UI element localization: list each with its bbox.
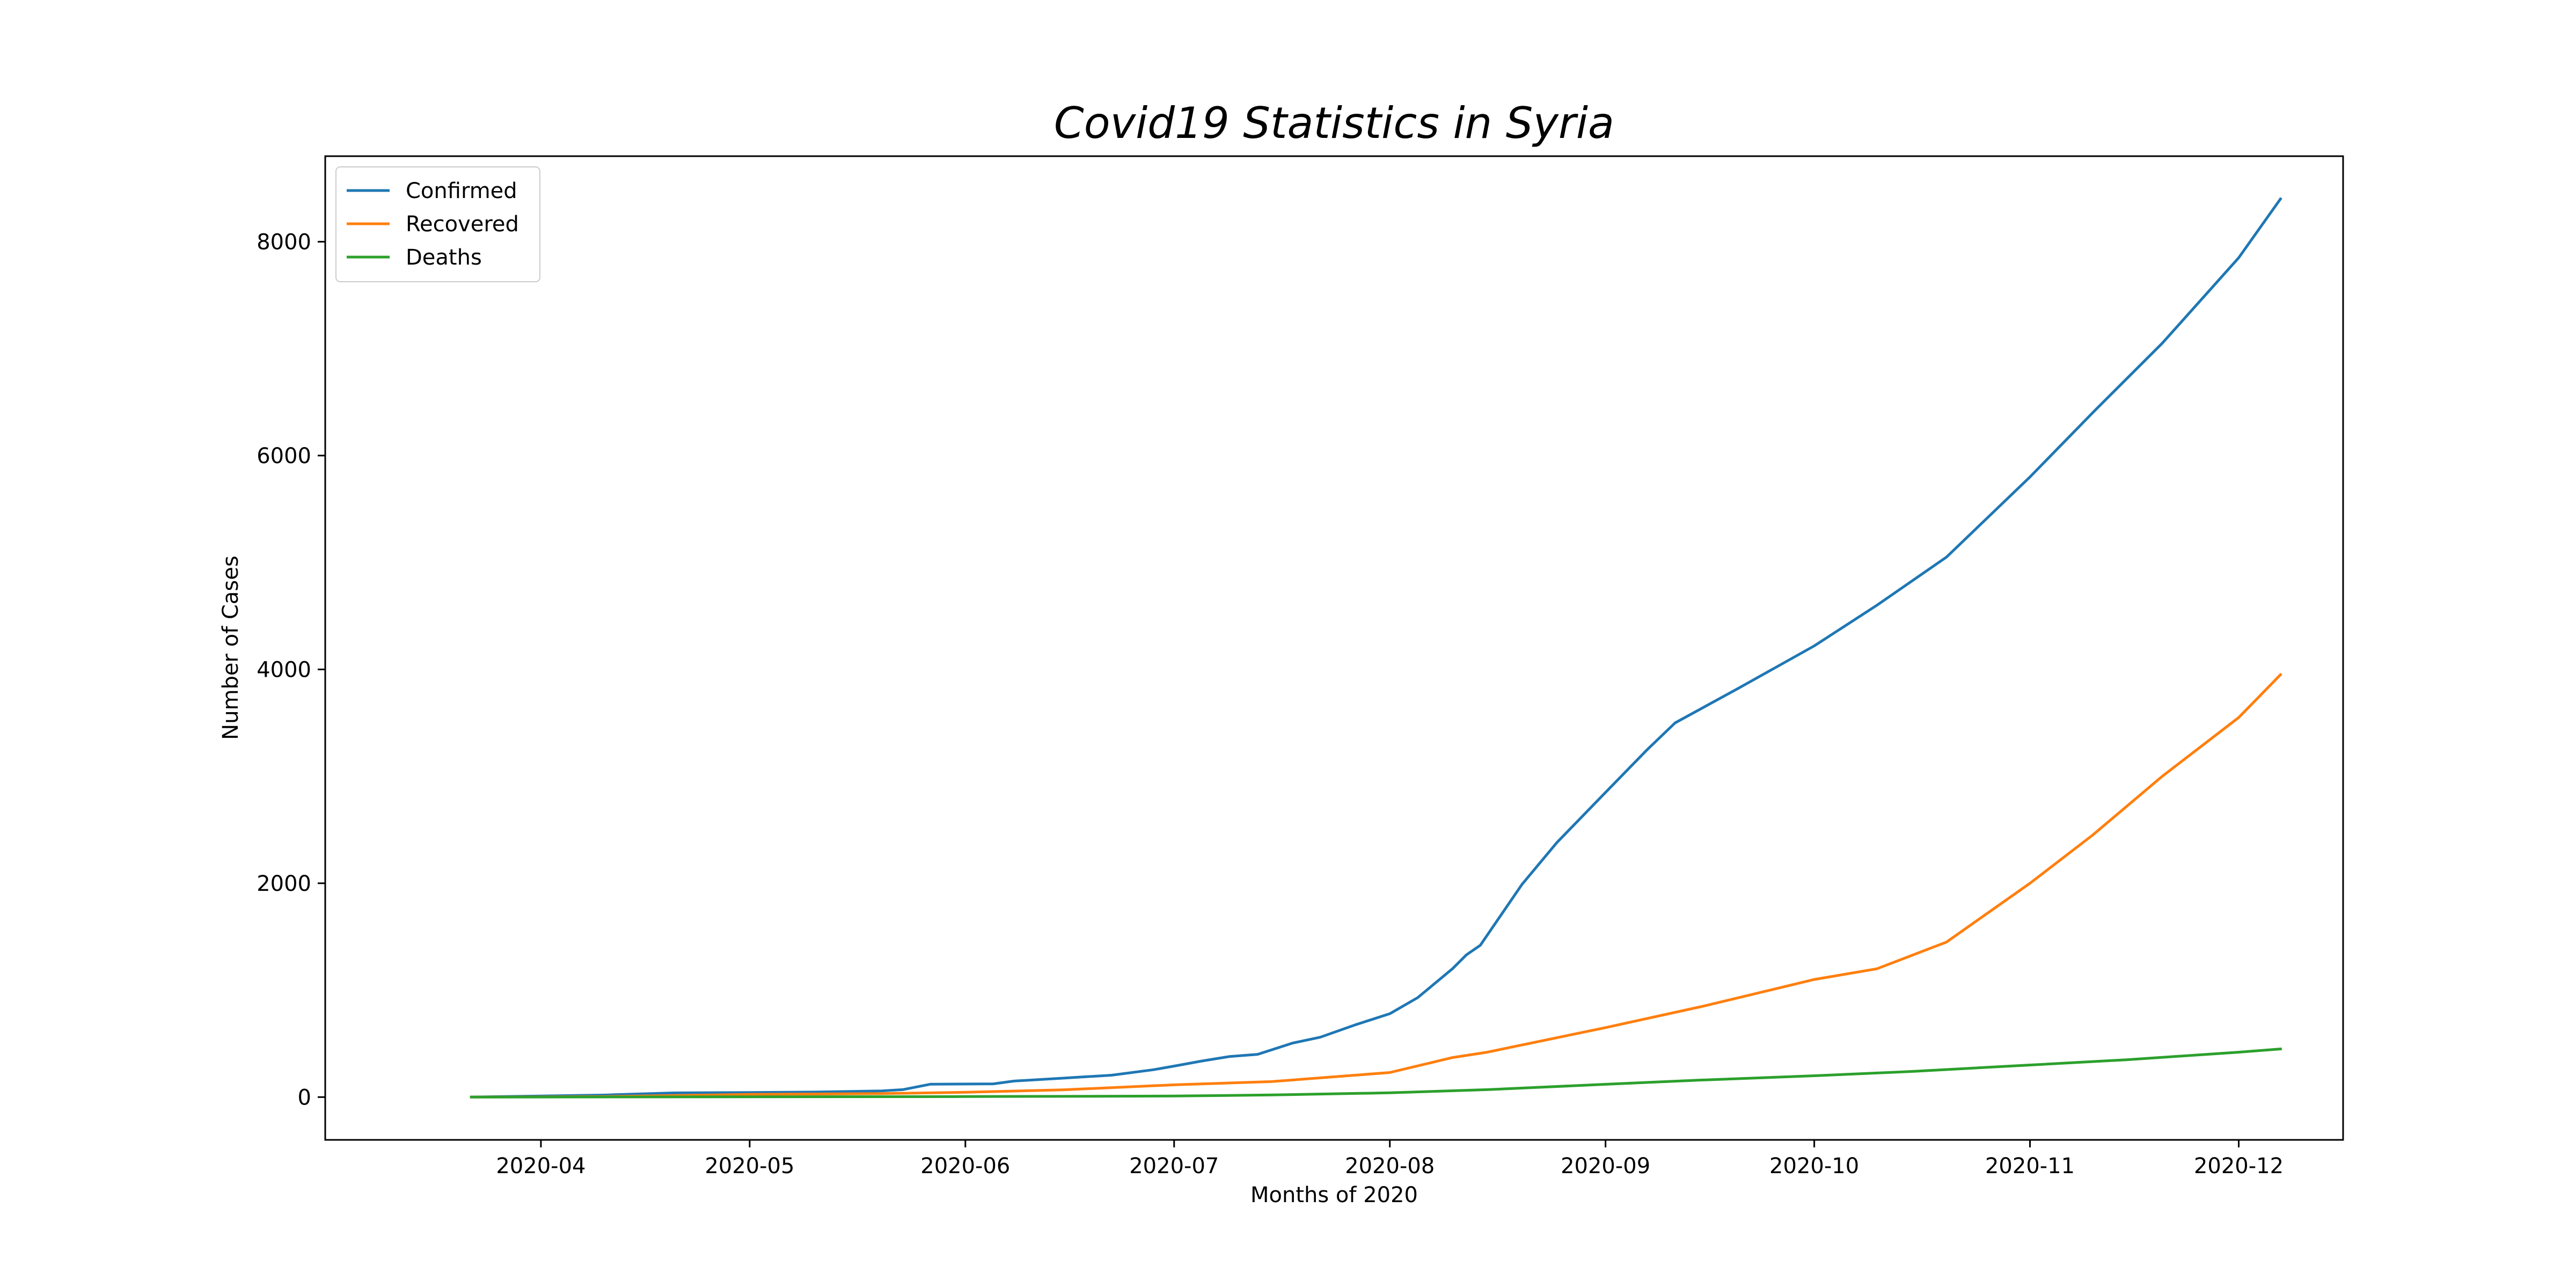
x-axis: 2020-04 2020-05 2020-06 2020-07 2020-08 2020-…: [496, 1140, 2284, 1179]
y-axis: 0 2000 4000 6000 8000: [257, 230, 325, 1110]
x-tick-label: 2020-04: [496, 1154, 586, 1179]
y-tick-label: 4000: [257, 657, 311, 682]
x-tick-label: 2020-10: [1769, 1154, 1859, 1179]
plot-frame: [324, 155, 2344, 1141]
series-line-confirmed: [470, 197, 2282, 1099]
x-tick-label: 2020-11: [1985, 1154, 2075, 1179]
y-tick-label: 0: [298, 1085, 311, 1110]
legend-label-recovered: Recovered: [406, 212, 519, 237]
series-layer: [470, 197, 2282, 1099]
series-line-deaths: [470, 1047, 2282, 1099]
legend: Confirmed Recovered Deaths: [335, 166, 540, 282]
legend-label-confirmed: Confirmed: [406, 179, 517, 203]
y-axis-label: Number of Cases: [218, 555, 243, 740]
series-line-recovered: [470, 672, 2282, 1099]
x-tick-label: 2020-09: [1561, 1154, 1650, 1179]
legend-label-deaths: Deaths: [406, 245, 482, 270]
x-tick-label: 2020-12: [2194, 1154, 2284, 1179]
y-tick-label: 8000: [257, 230, 311, 254]
x-tick-label: 2020-05: [705, 1154, 794, 1179]
x-tick-label: 2020-08: [1345, 1154, 1435, 1179]
y-tick-label: 6000: [257, 444, 311, 469]
y-tick-label: 2000: [257, 872, 311, 896]
chart-title: Covid19 Statistics in Syria: [1054, 98, 1614, 148]
x-tick-label: 2020-06: [920, 1154, 1010, 1179]
x-tick-label: 2020-07: [1129, 1154, 1219, 1179]
legend-box: [335, 166, 540, 282]
x-axis-label: Months of 2020: [1250, 1183, 1418, 1208]
